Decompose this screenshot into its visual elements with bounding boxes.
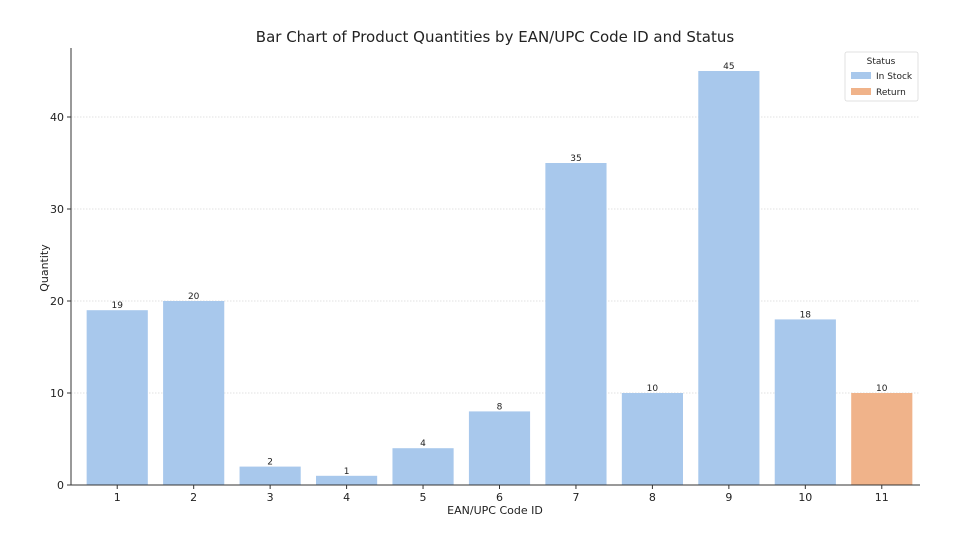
bar-4	[316, 475, 378, 485]
bar-8	[621, 393, 683, 485]
bar-9	[698, 71, 760, 485]
bar-6	[468, 411, 531, 485]
bar-11	[851, 393, 913, 485]
legend-title: Status	[867, 57, 896, 67]
x-tick-label-1: 1	[114, 491, 121, 504]
x-tick-label-3: 3	[267, 491, 274, 504]
x-tick-label-2: 2	[190, 491, 197, 504]
bar-2	[163, 301, 225, 485]
legend-swatch-in-stock	[851, 72, 871, 79]
x-tick-label-4: 4	[343, 491, 350, 504]
x-tick-label-11: 11	[875, 491, 889, 504]
bar-value-label-10: 18	[800, 310, 812, 320]
x-tick-label-10: 10	[798, 491, 812, 504]
legend: Status In Stock Return	[844, 51, 919, 102]
bar-7	[545, 163, 607, 485]
x-tick-label-9: 9	[725, 491, 732, 504]
x-tick-label-8: 8	[649, 491, 656, 504]
bar-value-label-2: 20	[188, 292, 200, 302]
x-tick-label-6: 6	[496, 491, 503, 504]
y-tick-label-20: 20	[50, 295, 64, 308]
bars-layer	[86, 71, 913, 485]
x-axis-label: EAN/UPC Code ID	[447, 504, 543, 517]
bar-value-label-3: 2	[267, 458, 273, 468]
y-tick-label-30: 30	[50, 203, 64, 216]
bar-value-label-7: 35	[570, 154, 581, 164]
legend-label-return: Return	[876, 88, 906, 98]
y-tick-label-40: 40	[50, 111, 64, 124]
bar-1	[86, 310, 148, 485]
bar-value-label-6: 8	[497, 402, 503, 412]
bar-value-label-1: 19	[112, 301, 124, 311]
bar-5	[392, 448, 454, 485]
bar-10	[774, 319, 836, 485]
bar-value-label-8: 10	[647, 384, 659, 394]
bar-value-label-9: 45	[723, 62, 734, 72]
bar-3	[239, 466, 301, 485]
y-tick-label-0: 0	[57, 479, 64, 492]
legend-label-in-stock: In Stock	[876, 72, 913, 82]
bar-value-label-5: 4	[420, 439, 426, 449]
chart-title: Bar Chart of Product Quantities by EAN/U…	[256, 28, 735, 46]
y-axis-label: Quantity	[38, 244, 51, 292]
x-tick-label-5: 5	[420, 491, 427, 504]
legend-swatch-return	[851, 88, 871, 95]
y-tick-label-10: 10	[50, 387, 64, 400]
x-tick-label-7: 7	[572, 491, 579, 504]
bar-value-label-11: 10	[876, 384, 888, 394]
bar-value-label-4: 1	[344, 467, 350, 477]
